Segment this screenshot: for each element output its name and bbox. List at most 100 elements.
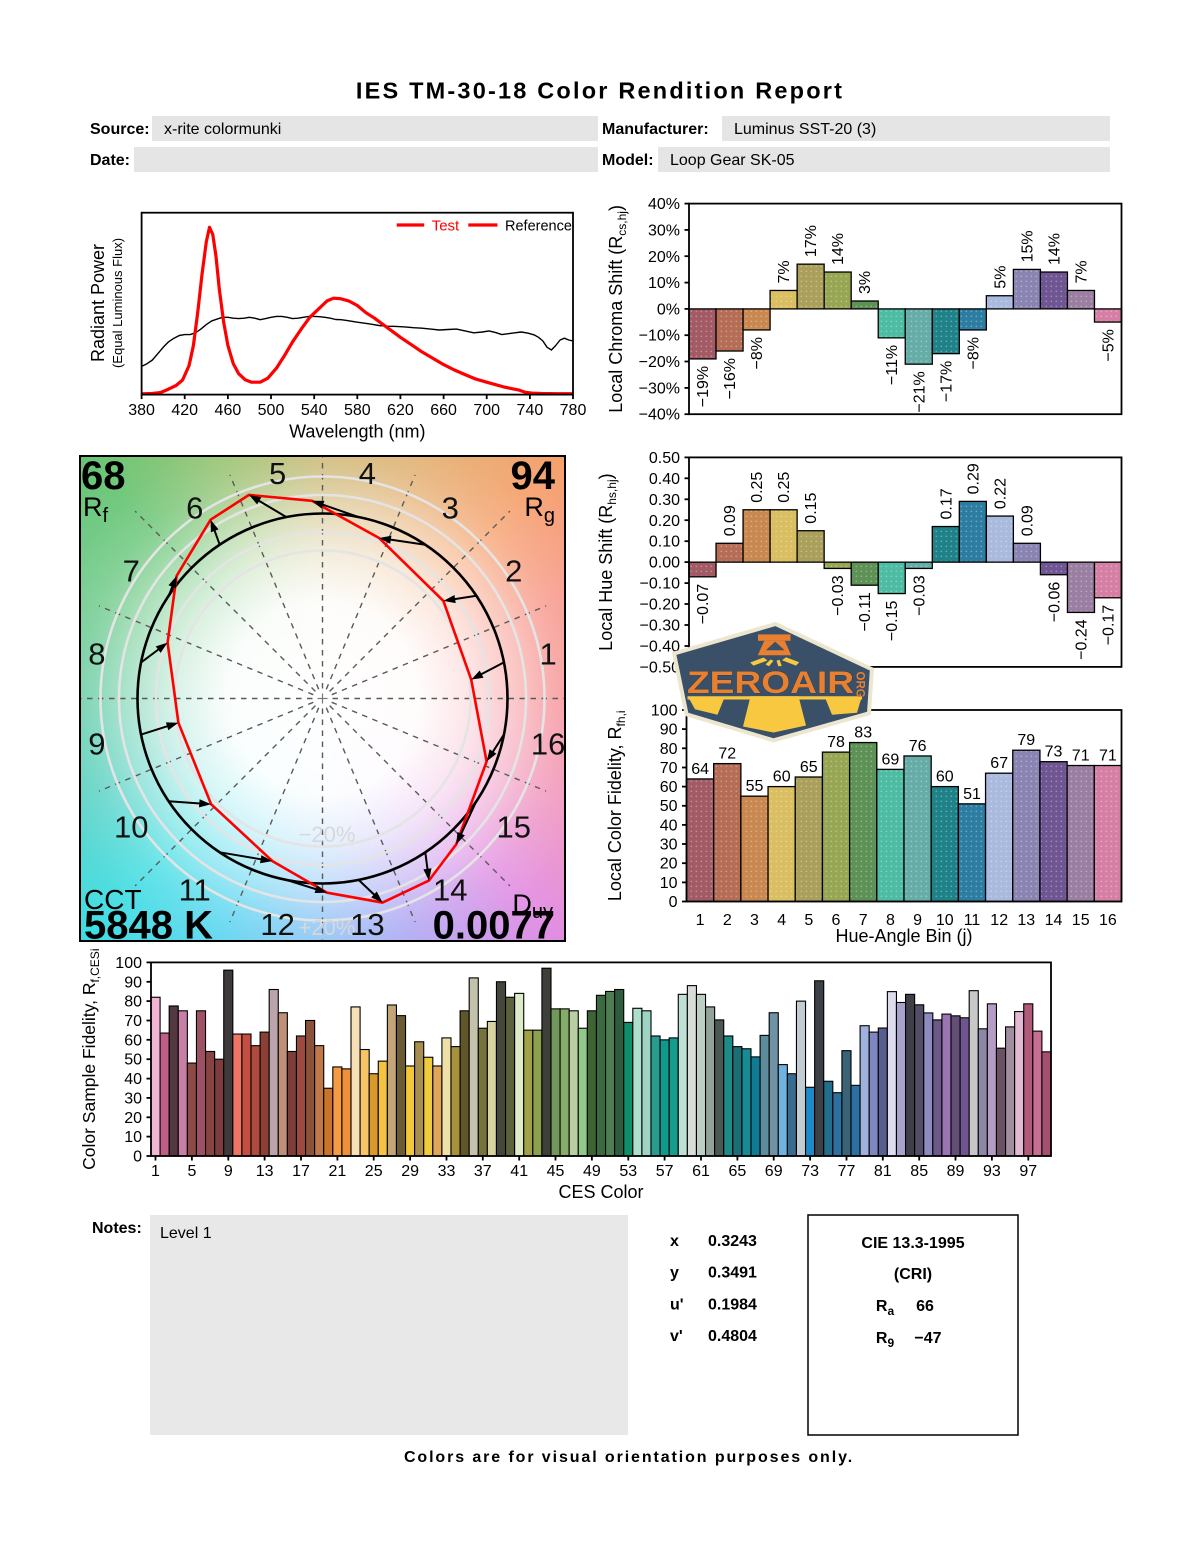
svg-text:60: 60 [660, 779, 678, 796]
svg-text:15: 15 [496, 809, 530, 844]
svg-text:−47: −47 [914, 1330, 941, 1347]
svg-text:69: 69 [882, 751, 900, 768]
svg-text:−0.03: −0.03 [911, 575, 928, 616]
svg-text:580: 580 [344, 402, 371, 419]
svg-text:14%: 14% [1046, 233, 1063, 265]
svg-text:16: 16 [531, 726, 565, 761]
svg-text:−0.03: −0.03 [830, 575, 847, 616]
svg-text:13: 13 [350, 907, 384, 942]
svg-text:0.29: 0.29 [965, 463, 982, 494]
svg-text:66: 66 [916, 1298, 934, 1315]
svg-text:45: 45 [547, 1163, 565, 1180]
svg-text:700: 700 [473, 402, 500, 419]
svg-text:5%: 5% [992, 266, 1009, 289]
svg-text:0: 0 [669, 894, 678, 911]
svg-text:16: 16 [1099, 912, 1117, 929]
svg-text:−0.40: −0.40 [640, 639, 681, 656]
svg-text:10: 10 [936, 912, 954, 929]
svg-text:3: 3 [442, 490, 459, 525]
svg-text:40: 40 [124, 1071, 142, 1088]
svg-text:100: 100 [651, 703, 678, 720]
svg-text:(CRI): (CRI) [894, 1266, 932, 1283]
svg-text:70: 70 [124, 1013, 142, 1030]
svg-text:90: 90 [660, 722, 678, 739]
svg-text:79: 79 [1017, 732, 1035, 749]
svg-text:Local Color Fidelity, Rfh,i: Local Color Fidelity, Rfh,i [605, 710, 628, 901]
svg-text:97: 97 [1019, 1163, 1037, 1180]
svg-text:55: 55 [746, 778, 764, 795]
svg-text:CES Color: CES Color [558, 1182, 643, 1202]
svg-text:Manufacturer:: Manufacturer: [602, 121, 709, 138]
svg-text:−0.10: −0.10 [640, 576, 681, 593]
svg-text:20: 20 [660, 856, 678, 873]
svg-text:11: 11 [179, 873, 211, 908]
svg-text:30: 30 [660, 837, 678, 854]
svg-text:−11%: −11% [884, 345, 901, 385]
svg-text:5: 5 [187, 1163, 196, 1180]
svg-text:0.17: 0.17 [938, 488, 955, 519]
svg-text:Color Sample Fidelity, Rf,CESi: Color Sample Fidelity, Rf,CESi [79, 949, 102, 1170]
svg-text:−0.30: −0.30 [640, 618, 681, 635]
svg-text:40: 40 [660, 817, 678, 834]
svg-text:65: 65 [729, 1163, 747, 1180]
svg-text:80: 80 [124, 994, 142, 1011]
svg-text:13: 13 [1017, 912, 1035, 929]
svg-text:0.25: 0.25 [776, 472, 793, 503]
svg-text:40%: 40% [648, 196, 680, 213]
svg-text:29: 29 [401, 1163, 419, 1180]
svg-text:Ra: Ra [876, 1298, 895, 1318]
svg-text:740: 740 [517, 402, 544, 419]
svg-text:12: 12 [990, 912, 1008, 929]
svg-text:4: 4 [777, 912, 786, 929]
svg-text:(Equal Luminous Flux): (Equal Luminous Flux) [110, 238, 125, 368]
svg-text:−0.50: −0.50 [640, 659, 681, 676]
svg-text:50: 50 [660, 798, 678, 815]
svg-text:7: 7 [123, 554, 140, 589]
svg-text:17%: 17% [803, 225, 820, 257]
svg-text:500: 500 [258, 402, 285, 419]
svg-text:9: 9 [913, 912, 922, 929]
svg-text:6: 6 [186, 490, 203, 525]
svg-text:7: 7 [859, 912, 868, 929]
svg-text:v': v' [670, 1328, 683, 1345]
svg-text:85: 85 [910, 1163, 928, 1180]
svg-text:12: 12 [260, 907, 294, 942]
svg-text:−5%: −5% [1101, 329, 1118, 361]
svg-text:Colors are for visual orientat: Colors are for visual orientation purpos… [404, 1449, 854, 1466]
svg-text:−20%: −20% [299, 822, 356, 847]
svg-text:460: 460 [215, 402, 242, 419]
svg-text:30: 30 [124, 1090, 142, 1107]
svg-text:11: 11 [964, 912, 981, 929]
svg-text:0.30: 0.30 [649, 492, 680, 509]
svg-text:17: 17 [292, 1163, 310, 1180]
svg-text:0.1984: 0.1984 [708, 1296, 757, 1313]
svg-text:5: 5 [269, 456, 286, 491]
svg-text:−0.06: −0.06 [1046, 582, 1063, 623]
svg-text:76: 76 [909, 738, 927, 755]
svg-text:Reference: Reference [505, 219, 572, 235]
svg-text:6: 6 [832, 912, 841, 929]
svg-text:Rg: Rg [524, 492, 555, 527]
svg-text:8: 8 [88, 637, 105, 672]
svg-text:90: 90 [124, 974, 142, 991]
svg-text:10: 10 [660, 875, 678, 892]
svg-text:2: 2 [723, 912, 732, 929]
svg-text:73: 73 [1045, 744, 1063, 761]
svg-text:620: 620 [387, 402, 414, 419]
svg-text:41: 41 [510, 1163, 528, 1180]
svg-text:−8%: −8% [749, 337, 766, 369]
svg-text:49: 49 [583, 1163, 601, 1180]
svg-text:Wavelength (nm): Wavelength (nm) [289, 422, 425, 442]
svg-text:65: 65 [800, 759, 818, 776]
svg-text:0.4804: 0.4804 [708, 1328, 757, 1345]
svg-text:4: 4 [359, 456, 376, 491]
svg-text:67: 67 [990, 755, 1008, 772]
svg-text:3%: 3% [857, 271, 874, 294]
svg-text:2: 2 [505, 554, 522, 589]
svg-text:−0.24: −0.24 [1074, 619, 1091, 660]
svg-text:−0.20: −0.20 [640, 597, 681, 614]
svg-text:−30%: −30% [639, 380, 680, 397]
svg-text:IES TM-30-18 Color Rendition R: IES TM-30-18 Color Rendition Report [356, 78, 844, 104]
svg-text:Luminus SST-20 (3): Luminus SST-20 (3) [734, 121, 876, 138]
svg-text:1: 1 [696, 912, 705, 929]
